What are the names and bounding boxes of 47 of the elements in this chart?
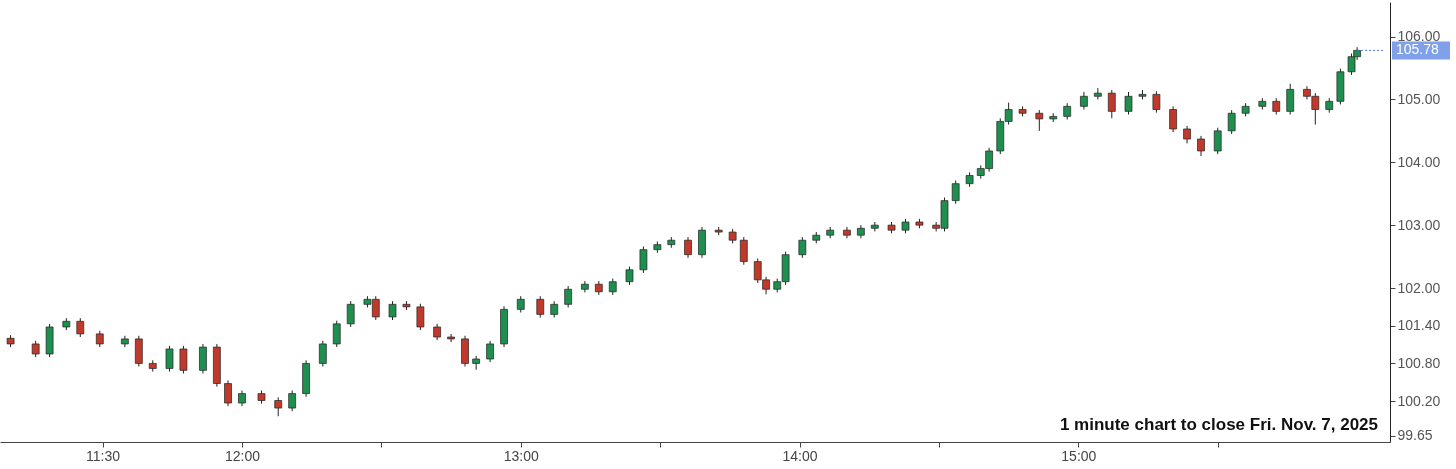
candlestick <box>1286 83 1295 116</box>
candlestick <box>951 180 960 205</box>
candlestick <box>318 340 327 368</box>
candlestick <box>1107 89 1116 119</box>
candlestick <box>486 340 494 363</box>
candlestick <box>1124 91 1133 116</box>
candlestick <box>199 343 207 374</box>
y-tick-label: 100.80 <box>1397 354 1441 371</box>
candlestick <box>581 280 589 293</box>
candlestick <box>639 246 648 274</box>
y-tick-label: 100.20 <box>1397 392 1441 409</box>
y-tick-label: 101.40 <box>1397 317 1441 334</box>
candlestick <box>625 266 634 286</box>
y-tick-label: 102.00 <box>1397 279 1441 296</box>
candlestick <box>1213 127 1222 155</box>
y-tick-label: 99.65 <box>1397 427 1433 444</box>
candlestick <box>1227 109 1236 135</box>
candlestick <box>288 389 296 412</box>
candlestick <box>1169 105 1177 133</box>
candlestick <box>224 379 232 407</box>
candlestick <box>684 236 692 259</box>
x-tick-label: 15:00 <box>1061 447 1097 464</box>
candlestick <box>76 317 85 338</box>
candlestick <box>332 320 341 348</box>
annotation: 1 minute chart to close Fri. Nov. 7, 2025 <box>1059 415 1378 434</box>
candlestick <box>179 345 188 374</box>
candlestick <box>798 236 807 259</box>
y-tick-label: 104.00 <box>1397 153 1441 170</box>
candlestick <box>416 303 425 331</box>
candlestick <box>1152 90 1161 114</box>
candlestick <box>1035 109 1044 132</box>
candlestick <box>447 333 455 343</box>
candlestick <box>274 396 283 417</box>
candlestick <box>564 285 572 308</box>
x-tick-label: 14:00 <box>782 447 818 464</box>
candlestick <box>739 236 748 266</box>
x-tick-label: 12:00 <box>224 447 261 464</box>
candlestick <box>165 345 174 373</box>
y-tick-label: 103.00 <box>1397 216 1441 233</box>
x-tick-label: 11:30 <box>86 447 121 464</box>
y-tick-label: 105.00 <box>1397 90 1441 107</box>
candlestick <box>1197 135 1205 157</box>
candlestick <box>346 300 355 328</box>
candlestick <box>536 295 545 319</box>
candlestick <box>388 300 397 321</box>
x-tick-label: 13:00 <box>503 447 539 464</box>
candlestick <box>843 226 851 239</box>
